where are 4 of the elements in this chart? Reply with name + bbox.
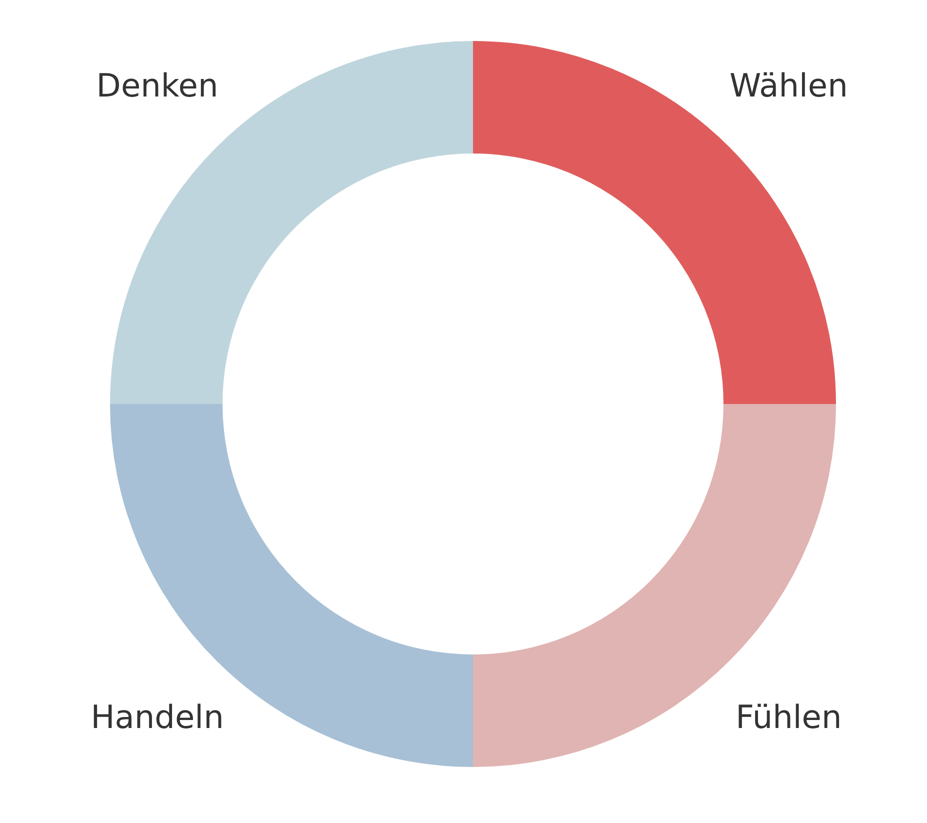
slice-label: Handeln [90, 698, 224, 736]
slice-label: Wählen [730, 66, 848, 105]
slice-label: Fühlen [736, 698, 842, 736]
slice-label: Denken [96, 66, 218, 105]
